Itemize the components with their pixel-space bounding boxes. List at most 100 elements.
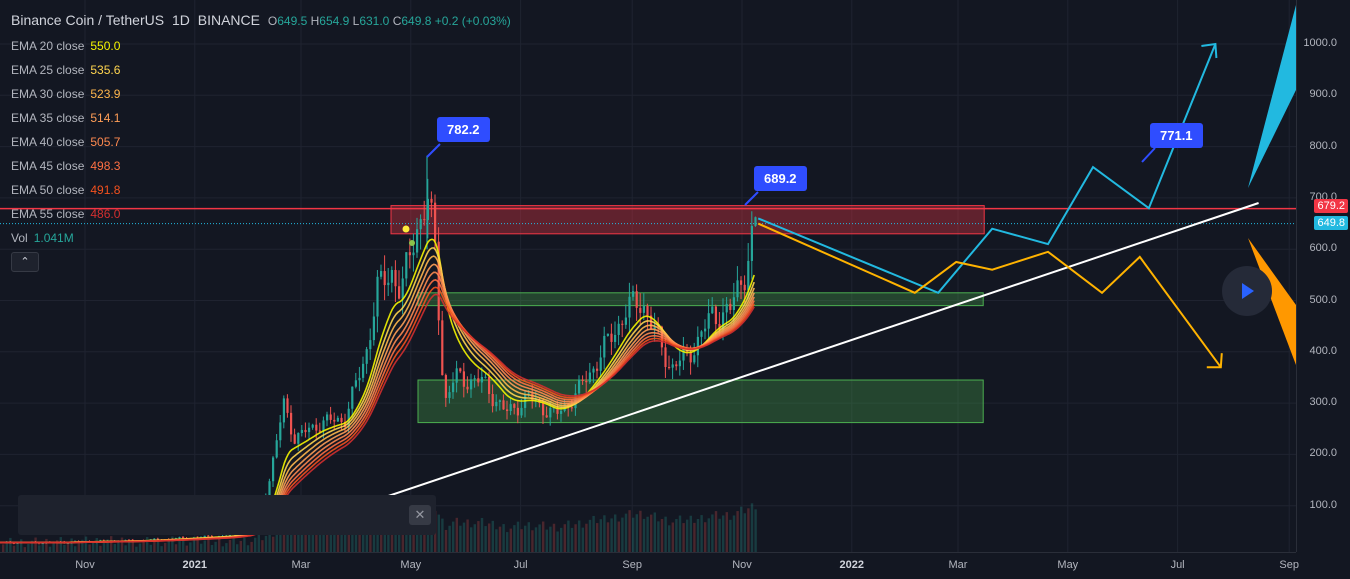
volume-bar	[606, 522, 610, 552]
candle-body	[293, 434, 296, 444]
price-tick-label: 900.0	[1309, 88, 1337, 101]
ema-label: EMA 35 close	[11, 111, 85, 125]
candle-body	[398, 286, 401, 299]
candle-body	[711, 306, 714, 314]
candle-body	[66, 542, 69, 544]
volume-bar	[653, 512, 656, 552]
candle-body	[635, 291, 638, 308]
volume-bar	[524, 525, 527, 552]
candle-body	[498, 400, 501, 402]
candle-body	[513, 404, 516, 408]
symbol-header[interactable]: Binance Coin / TetherUS 1D BINANCE O649.…	[11, 12, 511, 28]
candle-body	[365, 349, 368, 364]
callout-recent-high[interactable]: 689.2	[754, 166, 807, 191]
trendline	[275, 202, 1259, 535]
close-icon[interactable]: ✕	[409, 505, 431, 525]
volume-bar	[495, 529, 498, 552]
volume-bar	[358, 526, 361, 552]
candle-body	[340, 417, 343, 422]
volume-bar	[275, 531, 278, 552]
ema-value: 550.0	[90, 39, 121, 53]
volume-bar	[200, 543, 203, 552]
volume-bar	[570, 527, 574, 552]
candle-body	[682, 347, 685, 361]
time-tick-label: Mar	[948, 559, 968, 571]
volume-bar	[714, 511, 718, 552]
volume-bar	[588, 519, 592, 552]
ema-legend-row[interactable]: EMA 40 close 505.7	[11, 135, 120, 149]
volume-bar	[77, 543, 80, 552]
callout-pointer	[426, 143, 441, 158]
ema-label: EMA 30 close	[11, 87, 85, 101]
candle-body	[470, 379, 473, 390]
price-axis[interactable]: 100.0 200.0 300.0 400.0 500.0 600.0 700.0 800.0…	[1296, 0, 1350, 552]
volume-bar	[293, 525, 296, 552]
play-icon[interactable]	[1222, 266, 1272, 316]
candle-body	[621, 323, 624, 325]
ema-legend-row[interactable]: EMA 55 close 486.0	[11, 207, 120, 221]
ema-legend-row[interactable]: EMA 45 close 498.3	[11, 159, 120, 173]
ema-label: EMA 50 close	[11, 183, 85, 197]
volume-bar	[621, 517, 624, 552]
price-tick-label: 600.0	[1309, 242, 1337, 255]
ema-legend-row[interactable]: EMA 20 close 550.0	[11, 39, 120, 53]
volume-bar	[729, 519, 732, 552]
volume-bar	[308, 534, 311, 552]
callout-ath[interactable]: 782.2	[437, 117, 490, 142]
volume-bar	[725, 512, 728, 552]
volume-bar	[20, 539, 23, 552]
price-tick-label: 200.0	[1309, 447, 1337, 460]
volume-bar	[210, 545, 214, 552]
volume-bar	[628, 510, 631, 552]
collapse-legend-button[interactable]: ⌃	[11, 252, 39, 272]
close-value: 649.8	[401, 14, 432, 28]
volume-bar	[261, 540, 264, 552]
candle-body	[495, 401, 498, 407]
volume-bar	[196, 535, 199, 552]
close-key: C	[392, 14, 402, 28]
candle-body	[632, 291, 635, 297]
volume-bar	[239, 540, 242, 552]
volume-bar	[632, 517, 635, 552]
volume-bar	[624, 513, 628, 552]
candle-body	[707, 313, 710, 329]
ema-label: EMA 45 close	[11, 159, 85, 173]
ema-value: 523.9	[90, 87, 121, 101]
volume-bar	[329, 524, 332, 552]
volume-bar	[174, 544, 178, 552]
ema-legend-row[interactable]: EMA 50 close 491.8	[11, 183, 120, 197]
volume-bar	[437, 514, 440, 552]
ema-legend-row[interactable]: EMA 30 close 523.9	[11, 87, 120, 101]
ema-label: EMA 40 close	[11, 135, 85, 149]
candle-body	[300, 429, 303, 434]
volume-bar	[304, 526, 307, 552]
interval[interactable]: 1D	[171, 12, 190, 28]
volume-bar	[732, 515, 736, 552]
candle-body	[408, 252, 411, 256]
volume-bar	[596, 523, 599, 552]
candle-body	[506, 409, 509, 412]
ema-legend-row[interactable]: EMA 25 close 535.6	[11, 63, 120, 77]
candle-body	[387, 282, 390, 286]
resistance-price-tag: 679.2	[1314, 199, 1348, 213]
time-tick-label: May	[400, 559, 422, 571]
bullish-arrowhead	[1201, 42, 1218, 59]
volume-bar	[542, 521, 545, 552]
volume-bar	[254, 537, 257, 552]
callout-target[interactable]: 771.1	[1150, 123, 1203, 148]
bullish-big-arrow	[1248, 5, 1296, 188]
volume-legend[interactable]: Vol 1.041M	[11, 231, 74, 245]
candle-body	[448, 392, 451, 398]
volume-bar	[225, 543, 228, 552]
volume-bar	[88, 544, 91, 552]
volume-bar	[264, 535, 268, 552]
ema-legend-row[interactable]: EMA 35 close 514.1	[11, 111, 120, 125]
bearish-arrowhead	[1206, 353, 1223, 369]
volume-bar	[178, 541, 181, 552]
candle-body	[178, 537, 181, 539]
candle-body	[628, 296, 631, 318]
time-axis[interactable]: Nov 2021 Mar May Jul Sep Nov 2022 Mar May Jul Sep	[0, 552, 1299, 579]
volume-bar	[704, 522, 707, 552]
symbol-name[interactable]: Binance Coin / TetherUS	[11, 12, 165, 28]
